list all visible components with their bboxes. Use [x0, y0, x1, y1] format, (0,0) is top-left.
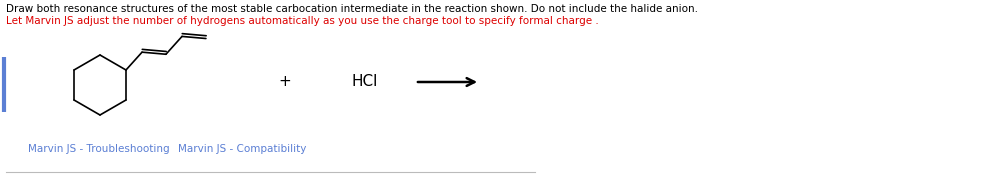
Text: +: +: [278, 74, 291, 90]
Text: Marvin JS - Troubleshooting: Marvin JS - Troubleshooting: [28, 144, 169, 154]
Text: Let Marvin JS adjust the number of hydrogens automatically as you use the charge: Let Marvin JS adjust the number of hydro…: [6, 16, 598, 26]
Text: Draw both resonance structures of the most stable carbocation intermediate in th: Draw both resonance structures of the mo…: [6, 4, 698, 14]
Text: HCl: HCl: [352, 74, 378, 90]
Text: Marvin JS - Compatibility: Marvin JS - Compatibility: [178, 144, 306, 154]
